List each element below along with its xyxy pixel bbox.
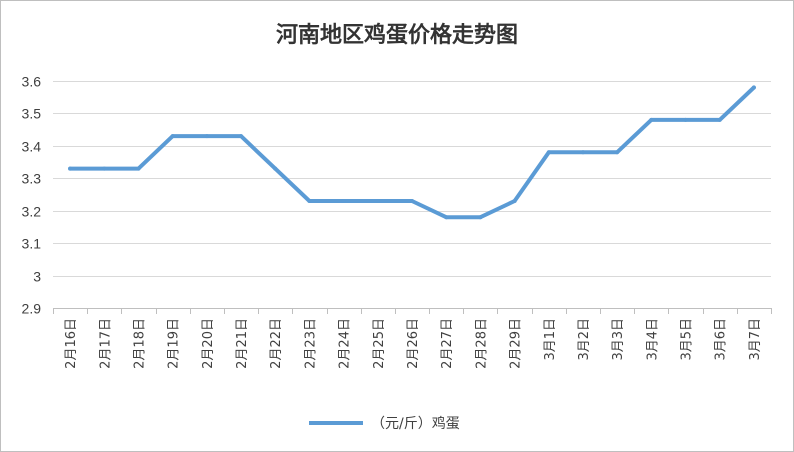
x-tick-label: 2月27日 [440, 318, 455, 369]
x-tick-label: 2月21日 [235, 318, 250, 369]
data-point [273, 166, 278, 171]
data-point [717, 117, 722, 122]
y-tick-label: 2.9 [22, 301, 42, 317]
legend-label: （元/斤）鸡蛋 [371, 415, 460, 432]
data-point [239, 134, 243, 139]
data-point [307, 199, 312, 203]
data-point [136, 166, 141, 171]
y-tick-label: 3.6 [22, 74, 42, 90]
x-axis-ticks: 2月16日 2月17日 2月18日 2月19日 2月20日 2月21日 2月22日 2月23日… [53, 308, 772, 369]
x-tick-label: 2月28日 [474, 318, 489, 369]
x-tick-label: 3月7日 [748, 318, 763, 361]
x-tick-label: 2月24日 [338, 318, 353, 369]
x-tick-label: 3月2日 [577, 318, 592, 361]
y-axis-ticks: 2.9 3 3.1 3.2 3.3 3.4 3.5 3.6 [22, 74, 42, 317]
data-point [546, 150, 551, 155]
x-tick-label: 2月25日 [372, 318, 387, 369]
y-tick-label: 3.3 [22, 171, 42, 187]
series-line [68, 85, 756, 220]
data-point [615, 150, 620, 155]
x-tick-label: 2月18日 [132, 318, 147, 369]
data-point [204, 134, 209, 139]
x-tick-label: 3月5日 [680, 318, 695, 361]
y-tick-label: 3 [33, 269, 41, 285]
x-tick-label: 2月26日 [406, 318, 421, 369]
data-point [102, 166, 107, 171]
x-tick-label: 3月4日 [645, 318, 660, 361]
data-point [512, 199, 517, 203]
x-tick-label: 2月23日 [303, 318, 318, 369]
data-point [649, 117, 654, 122]
series-layer [68, 85, 756, 220]
data-point [170, 134, 175, 139]
data-point [751, 85, 756, 90]
data-point [444, 215, 449, 220]
x-tick-label: 2月29日 [509, 318, 524, 369]
gridlines [53, 81, 771, 309]
data-point [683, 117, 688, 122]
x-tick-label: 2月19日 [167, 318, 182, 369]
y-tick-label: 3.2 [22, 204, 42, 220]
x-tick-label: 3月1日 [543, 318, 558, 361]
y-tick-label: 3.4 [22, 139, 42, 155]
y-tick-label: 3.1 [22, 236, 42, 252]
data-point [375, 199, 380, 203]
x-tick-label: 2月17日 [98, 318, 113, 369]
x-tick-label: 2月20日 [201, 318, 216, 369]
chart-title: 河南地区鸡蛋价格走势图 [276, 22, 518, 48]
data-point [410, 199, 414, 203]
data-point [68, 166, 73, 171]
legend: （元/斤）鸡蛋 [309, 415, 460, 432]
data-point [341, 199, 346, 203]
x-tick-label: 2月16日 [64, 318, 79, 369]
data-point [581, 150, 585, 155]
x-tick-label: 2月22日 [269, 318, 284, 369]
data-point [478, 215, 483, 220]
y-tick-label: 3.5 [22, 106, 42, 122]
x-tick-label: 3月3日 [611, 318, 626, 361]
x-tick-label: 3月6日 [714, 318, 729, 361]
